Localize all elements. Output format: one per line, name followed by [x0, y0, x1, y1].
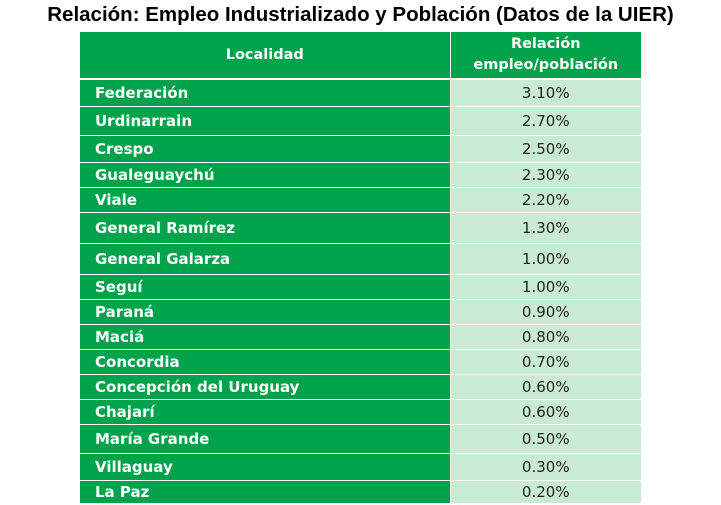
- cell-localidad: Crespo: [80, 135, 450, 163]
- cell-relacion: 1.30%: [449, 212, 641, 244]
- cell-relacion: 0.70%: [449, 349, 641, 375]
- cell-relacion: 0.20%: [449, 480, 641, 504]
- table-row: General Ramírez 1.30%: [80, 212, 641, 244]
- cell-localidad: Viale: [80, 187, 450, 213]
- header-relacion: Relación empleo/población: [449, 32, 641, 80]
- table-row: Urdinarrain 2.70%: [80, 106, 641, 136]
- cell-relacion: 1.00%: [449, 274, 641, 300]
- cell-relacion: 2.30%: [449, 162, 641, 188]
- cell-relacion: 3.10%: [449, 79, 641, 107]
- table-row: Villaguay 0.30%: [80, 453, 641, 481]
- cell-relacion: 2.70%: [449, 106, 641, 136]
- header-relacion-line1: Relación: [510, 36, 581, 52]
- cell-relacion: 0.80%: [449, 324, 641, 350]
- header-relacion-line2: empleo/población: [473, 57, 619, 73]
- cell-localidad: La Paz: [80, 480, 450, 504]
- cell-relacion: 2.50%: [449, 135, 641, 163]
- table-row: Seguí 1.00%: [80, 274, 641, 300]
- cell-localidad: Urdinarrain: [80, 106, 450, 136]
- cell-relacion: 0.50%: [449, 424, 641, 454]
- cell-localidad: Paraná: [80, 299, 450, 325]
- table-row: General Galarza 1.00%: [80, 243, 641, 275]
- employment-population-table: Localidad Relación empleo/población Fede…: [80, 32, 641, 504]
- table-row: Federación 3.10%: [80, 79, 641, 107]
- table-row: Paraná 0.90%: [80, 299, 641, 325]
- table-row: Chajarí 0.60%: [80, 399, 641, 425]
- cell-localidad: María Grande: [80, 424, 450, 454]
- cell-localidad: Gualeguaychú: [80, 162, 450, 188]
- header-localidad: Localidad: [80, 32, 450, 80]
- cell-localidad: Maciá: [80, 324, 450, 350]
- table-row: La Paz 0.20%: [80, 480, 641, 504]
- cell-relacion: 0.60%: [449, 374, 641, 400]
- cell-relacion: 0.60%: [449, 399, 641, 425]
- table-row: Crespo 2.50%: [80, 135, 641, 163]
- table-row: Concordia 0.70%: [80, 349, 641, 375]
- cell-localidad: Concordia: [80, 349, 450, 375]
- table-header-row: Localidad Relación empleo/población: [80, 32, 641, 80]
- cell-localidad: Federación: [80, 79, 450, 107]
- table-row: Viale 2.20%: [80, 187, 641, 213]
- table-row: Concepción del Uruguay 0.60%: [80, 374, 641, 400]
- cell-relacion: 2.20%: [449, 187, 641, 213]
- cell-relacion: 0.30%: [449, 453, 641, 481]
- cell-localidad: Seguí: [80, 274, 450, 300]
- cell-localidad: Concepción del Uruguay: [80, 374, 450, 400]
- table-row: Maciá 0.80%: [80, 324, 641, 350]
- cell-relacion: 1.00%: [449, 243, 641, 275]
- cell-relacion: 0.90%: [449, 299, 641, 325]
- page-title: Relación: Empleo Industrializado y Pobla…: [47, 3, 674, 26]
- cell-localidad: General Ramírez: [80, 212, 450, 244]
- table-row: Gualeguaychú 2.30%: [80, 162, 641, 188]
- cell-localidad: Villaguay: [80, 453, 450, 481]
- cell-localidad: General Galarza: [80, 243, 450, 275]
- table-row: María Grande 0.50%: [80, 424, 641, 454]
- cell-localidad: Chajarí: [80, 399, 450, 425]
